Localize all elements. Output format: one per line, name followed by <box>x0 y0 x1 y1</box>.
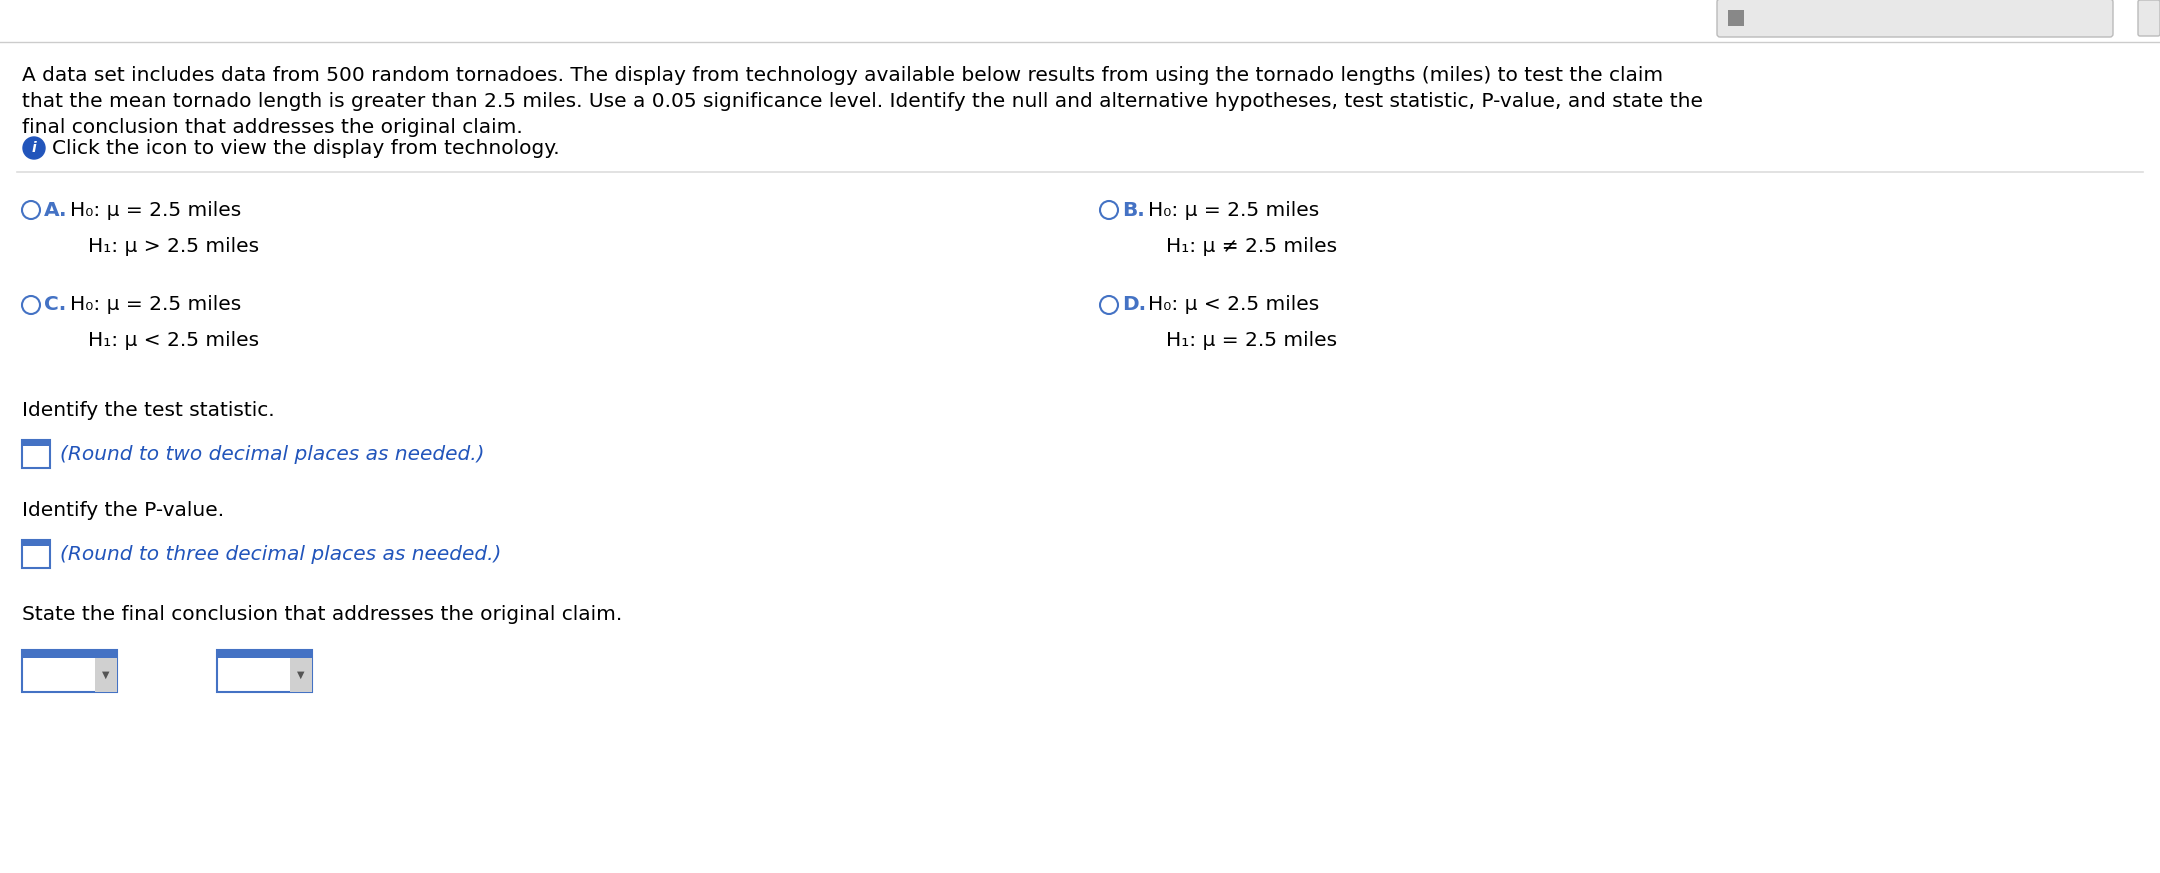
FancyBboxPatch shape <box>22 540 50 546</box>
Text: B.: B. <box>1121 201 1145 219</box>
Text: D.: D. <box>1121 295 1147 314</box>
FancyBboxPatch shape <box>22 650 117 658</box>
FancyBboxPatch shape <box>22 440 50 446</box>
Text: H₁: μ > 2.5 miles: H₁: μ > 2.5 miles <box>89 237 259 256</box>
Text: State the final conclusion that addresses the original claim.: State the final conclusion that addresse… <box>22 606 622 624</box>
Circle shape <box>24 137 45 159</box>
Circle shape <box>1099 201 1119 219</box>
FancyBboxPatch shape <box>216 650 311 658</box>
FancyBboxPatch shape <box>289 658 311 692</box>
Text: H₀: μ = 2.5 miles: H₀: μ = 2.5 miles <box>69 201 242 219</box>
Text: H₁: μ = 2.5 miles: H₁: μ = 2.5 miles <box>1166 332 1337 350</box>
Text: (Round to two decimal places as needed.): (Round to two decimal places as needed.) <box>60 444 484 464</box>
Text: ▼: ▼ <box>298 670 305 680</box>
Text: H₀: μ < 2.5 miles: H₀: μ < 2.5 miles <box>1147 295 1320 314</box>
FancyBboxPatch shape <box>1717 0 2112 37</box>
Text: that the mean tornado length is greater than 2.5 miles. Use a 0.05 significance : that the mean tornado length is greater … <box>22 92 1702 111</box>
Text: (Round to three decimal places as needed.): (Round to three decimal places as needed… <box>60 545 501 563</box>
Text: A data set includes data from 500 random tornadoes. The display from technology : A data set includes data from 500 random… <box>22 66 1663 85</box>
Circle shape <box>1099 296 1119 314</box>
FancyBboxPatch shape <box>22 650 117 692</box>
FancyBboxPatch shape <box>95 658 117 692</box>
Text: final conclusion that addresses the original claim.: final conclusion that addresses the orig… <box>22 118 523 137</box>
Circle shape <box>22 201 41 219</box>
Text: ▼: ▼ <box>102 670 110 680</box>
Text: i: i <box>32 141 37 155</box>
Circle shape <box>22 296 41 314</box>
FancyBboxPatch shape <box>22 540 50 568</box>
Text: Click the icon to view the display from technology.: Click the icon to view the display from … <box>52 139 559 157</box>
FancyBboxPatch shape <box>1728 10 1743 26</box>
Text: Identify the test statistic.: Identify the test statistic. <box>22 401 274 420</box>
Text: H₁: μ < 2.5 miles: H₁: μ < 2.5 miles <box>89 332 259 350</box>
Text: H₀: μ = 2.5 miles: H₀: μ = 2.5 miles <box>69 295 242 314</box>
Text: H₁: μ ≠ 2.5 miles: H₁: μ ≠ 2.5 miles <box>1166 237 1337 256</box>
FancyBboxPatch shape <box>22 440 50 468</box>
Text: Identify the P-value.: Identify the P-value. <box>22 500 225 519</box>
FancyBboxPatch shape <box>2138 0 2160 36</box>
Text: C.: C. <box>43 295 67 314</box>
Text: A.: A. <box>43 201 67 219</box>
Text: H₀: μ = 2.5 miles: H₀: μ = 2.5 miles <box>1147 201 1320 219</box>
FancyBboxPatch shape <box>216 650 311 692</box>
